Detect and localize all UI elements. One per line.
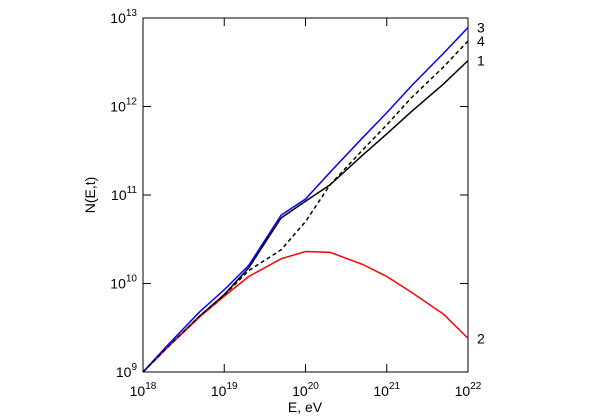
x-axis-label: E, eV (288, 399, 323, 415)
series-line (142, 27, 469, 373)
series-label: 2 (477, 330, 485, 346)
y-tick-label: 1011 (111, 185, 137, 203)
x-tick-label: 1019 (211, 381, 238, 399)
series-label: 4 (477, 33, 485, 49)
plot-frame (142, 17, 469, 373)
x-tick-label: 1020 (292, 381, 319, 399)
series-line (142, 250, 469, 373)
x-tick-label: 1018 (130, 381, 157, 399)
y-tick-label: 109 (116, 362, 138, 380)
y-tick-label: 1013 (110, 8, 137, 26)
y-tick-label: 1010 (110, 274, 137, 292)
y-axis-label: N(E,t) (82, 177, 98, 214)
series-label: 1 (477, 53, 485, 69)
x-tick-label: 1022 (455, 381, 482, 399)
y-tick-label: 1012 (110, 97, 137, 115)
x-tick-label: 1021 (373, 381, 400, 399)
series-label: 3 (477, 20, 485, 36)
series-line (142, 40, 469, 373)
